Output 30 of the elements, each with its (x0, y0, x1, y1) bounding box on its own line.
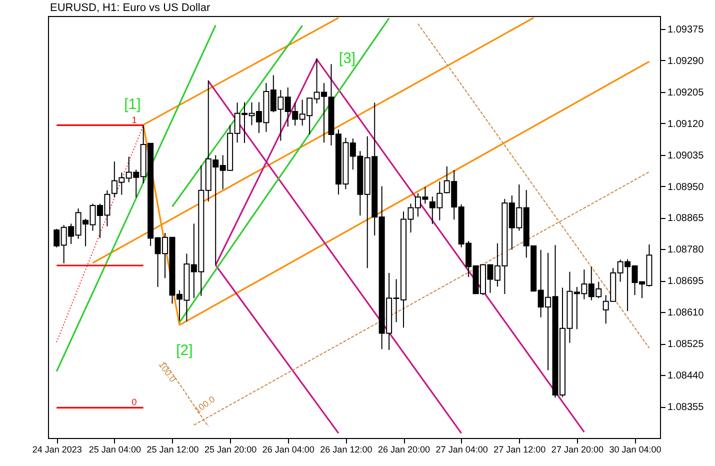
x-tick-label: 25 Jan 12:00 (146, 444, 199, 454)
x-tick-label: 27 Jan 12:00 (494, 444, 546, 454)
x-tick-label: 25 Jan 20:00 (204, 444, 257, 454)
y-tick-label: 1.08780 (668, 244, 704, 256)
x-tick-label: 26 Jan 20:00 (378, 444, 430, 454)
y-tick-label: 1.08695 (668, 276, 704, 288)
y-tick-label: 1.09205 (668, 87, 704, 98)
x-tick-label: 27 Jan 04:00 (436, 444, 488, 454)
y-tick-label: 1.08440 (668, 370, 704, 382)
y-tick-label: 1.08865 (668, 213, 704, 224)
annotation: [3] (338, 50, 356, 67)
x-tick-label: 27 Jan 20:00 (551, 444, 604, 454)
y-tick-label: 1.08525 (668, 339, 704, 350)
annotation: [2] (176, 342, 193, 359)
x-tick-label: 30 Jan 04:00 (609, 444, 662, 454)
annotation: 0 (132, 397, 137, 408)
y-tick-label: 1.09290 (668, 56, 704, 67)
x-tick-label: 24 Jan 2023 (32, 444, 82, 454)
y-tick-label: 1.08355 (668, 402, 704, 414)
y-tick-label: 1.08950 (668, 182, 704, 193)
annotation: [1] (124, 96, 141, 114)
y-tick-label: 1.09120 (668, 118, 704, 130)
x-tick-label: 26 Jan 12:00 (320, 444, 372, 454)
chart-title: EURUSD, H1: Euro vs US Dollar (50, 2, 210, 14)
x-tick-label: 26 Jan 04:00 (262, 444, 314, 454)
y-tick-label: 1.09375 (668, 24, 704, 36)
annotation: 1 (132, 115, 137, 126)
y-tick-label: 1.09035 (668, 150, 704, 162)
x-tick-label: 25 Jan 04:00 (88, 444, 141, 454)
y-tick-label: 1.08610 (668, 308, 704, 319)
